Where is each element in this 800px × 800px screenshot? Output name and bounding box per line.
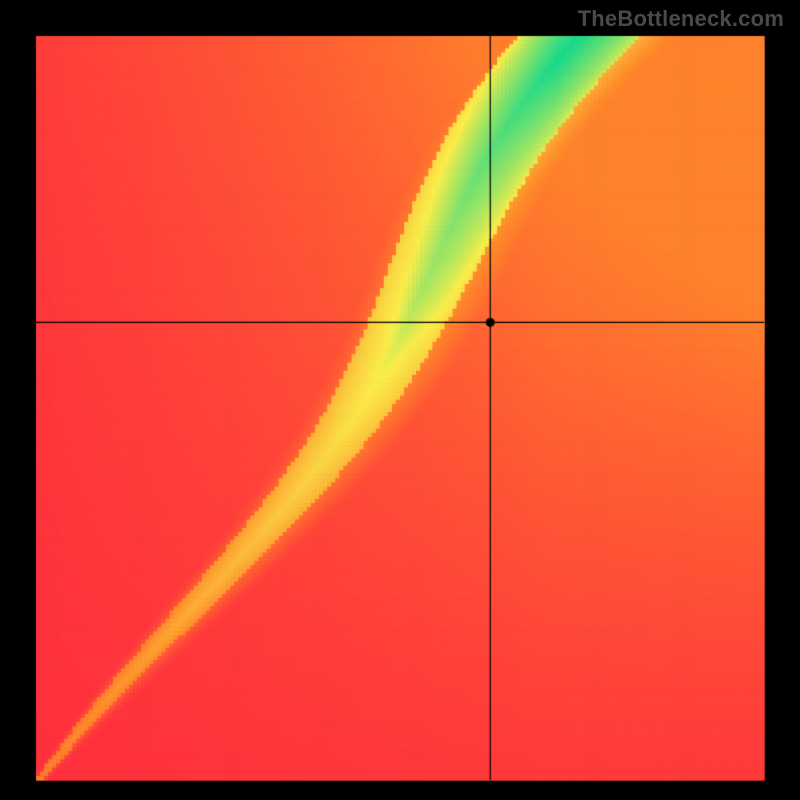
watermark-text: TheBottleneck.com (578, 6, 784, 32)
heatmap-canvas (0, 0, 800, 800)
chart-root: TheBottleneck.com (0, 0, 800, 800)
